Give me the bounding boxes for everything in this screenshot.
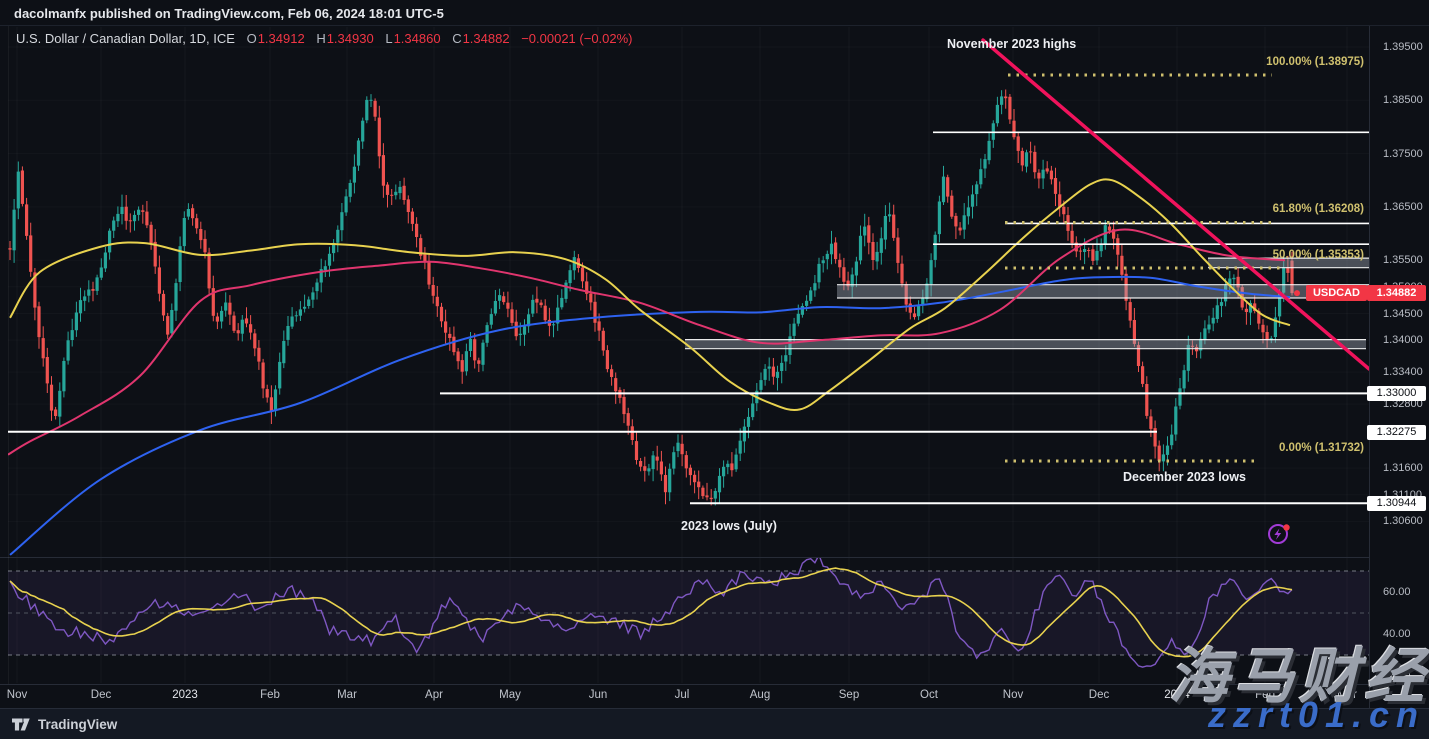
price-level-box: 1.32275 [1367,425,1426,440]
annotation-december-2023-lows: December 2023 lows [1123,470,1246,484]
price-level-box: 1.33000 [1367,386,1426,401]
ohlc-close-value: 1.34882 [462,31,510,46]
downtrend-line[interactable] [981,38,1369,371]
price-tick: 1.30600 [1383,515,1423,527]
pane-left-border [8,26,9,684]
rsi-tick: 40.00 [1383,628,1411,640]
fib-label-50: 50.00% (1.35353) [1272,249,1364,261]
symbol-price-tag: USDCAD [1305,285,1367,301]
price-tick: 1.37500 [1383,148,1423,160]
footer-bar: TradingView [0,708,1429,739]
ohlc-low-label: L [385,31,393,46]
zone-1340-level[interactable] [685,339,1366,350]
last-price-dot [1294,290,1300,297]
fib-label-100: 100.00% (1.38975) [1266,56,1364,68]
ma-crimson-line[interactable] [8,228,1286,456]
annotation-november-2023-highs: November 2023 highs [947,37,1077,51]
price-tick: 1.34000 [1383,334,1423,346]
annotation-2023-lows-july: 2023 lows (July) [681,519,777,533]
tradingview-logo-icon[interactable] [12,717,31,732]
publish-bar: dacolmanfx published on TradingView.com,… [0,0,1429,26]
ohlc-high-value: 1.34930 [326,31,374,46]
ohlc-open-label: O [246,31,257,46]
tradingview-brand[interactable]: TradingView [38,716,118,732]
price-level-box: 1.30944 [1367,496,1426,511]
flash-icon[interactable] [1266,521,1292,552]
publish-text: dacolmanfx published on TradingView.com,… [14,6,444,21]
time-axis-separator [0,684,1429,685]
rsi-pane[interactable] [8,555,1369,668]
price-tick: 1.38500 [1383,94,1423,106]
price-tick: 1.33400 [1383,366,1423,378]
price-tick: 1.36500 [1383,201,1423,213]
ohlc-low-value: 1.34860 [393,31,441,46]
price-tick: 1.35500 [1383,254,1423,266]
rsi-ma-line [9,567,1293,658]
watermark-url: zzrt01.cn [1207,694,1425,735]
main-pane[interactable] [8,38,1369,556]
ohlc-open-value: 1.34912 [257,31,305,46]
rsi-tick: 60.00 [1383,586,1411,598]
watermark-chinese: 海马财经 [1169,643,1429,710]
fib-label-61.8: 61.80% (1.36208) [1272,203,1364,215]
rsi-tick: 20.00 [1383,670,1411,682]
ma-yellow-line[interactable] [9,178,1291,411]
candlesticks [8,89,1294,506]
symbol-title[interactable]: U.S. Dollar / Canadian Dollar, 1D, ICE [16,31,235,46]
symbol-legend[interactable]: U.S. Dollar / Canadian Dollar, 1D, ICE O… [16,31,633,46]
last-price-box: 1.34882 [1367,285,1426,301]
ohlc-change: −0.00021 (−0.02%) [521,31,633,46]
price-tick: 1.32800 [1383,398,1423,410]
price-tick: 1.31600 [1383,462,1423,474]
ma-blue-line[interactable] [9,275,1291,556]
fib-label-0: 0.00% (1.31732) [1278,442,1364,454]
price-axis[interactable]: 1.395001.385001.375001.365001.355001.350… [1367,0,1429,739]
price-tick: 1.39500 [1383,41,1423,53]
ohlc-high-label: H [316,31,326,46]
pane-separator[interactable] [0,557,1369,558]
price-tick: 1.34500 [1383,308,1423,320]
ohlc-close-label: C [452,31,462,46]
